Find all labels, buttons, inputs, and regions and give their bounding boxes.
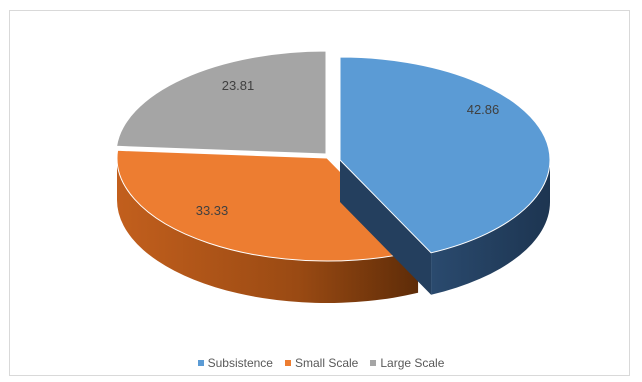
legend-label: Small Scale bbox=[294, 356, 359, 370]
legend-label: Subsistence bbox=[207, 356, 273, 370]
pie-slice-subsistence bbox=[339, 56, 551, 295]
legend-item-subsistence: Subsistence bbox=[197, 356, 273, 370]
data-label-large-scale: 23.81 bbox=[222, 78, 255, 93]
legend: Subsistence Small Scale Large Scale bbox=[0, 354, 642, 372]
data-label-small-scale: 33.33 bbox=[196, 203, 229, 218]
legend-item-small-scale: Small Scale bbox=[284, 356, 359, 370]
legend-swatch bbox=[197, 360, 204, 366]
legend-item-large-scale: Large Scale bbox=[370, 356, 444, 370]
pie-slice-large-scale bbox=[116, 50, 327, 155]
data-label-subsistence: 42.86 bbox=[467, 102, 500, 117]
legend-label: Large Scale bbox=[380, 356, 445, 370]
legend-swatch bbox=[284, 360, 291, 366]
legend-swatch bbox=[370, 360, 377, 366]
